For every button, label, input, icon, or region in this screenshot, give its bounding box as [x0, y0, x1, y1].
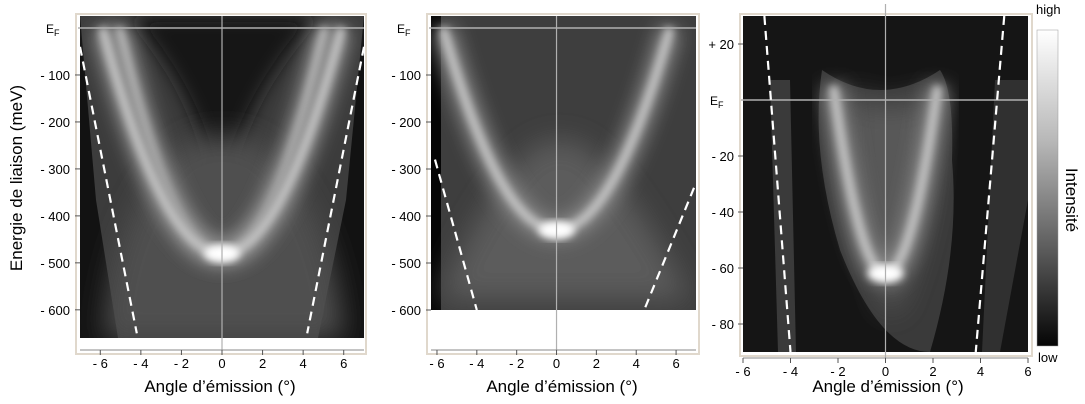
dashed-boundary	[763, 15, 792, 353]
colorbar-gradient	[1036, 29, 1059, 347]
y-tick-label: - 200	[391, 115, 421, 130]
x-tick-label: - 4	[469, 356, 484, 371]
x-tick-label: 4	[633, 356, 640, 371]
y-tick-label: - 600	[391, 303, 421, 318]
panel-3-left-strip	[770, 80, 796, 352]
y-tick-label: - 400	[40, 209, 70, 224]
x-tick-label: - 6	[429, 356, 444, 371]
panel-1: - 6 - 4 - 2 0 2 4 6 - 100 - 200 - 300 - 400 - 500 - …	[40, 13, 367, 371]
fermi-label-subscript: F	[405, 28, 411, 38]
x-axis-label-panel-3: Angle d’émission (°)	[812, 377, 963, 396]
colorbar: high low Intensité	[1036, 2, 1081, 365]
x-axis-label-panel-1: Angle d’émission (°)	[144, 377, 295, 396]
colorbar-low-label: low	[1038, 350, 1058, 365]
x-tick-label: 6	[672, 356, 679, 371]
panel-1-dark-right	[318, 16, 364, 338]
y-tick-label: - 20	[712, 149, 734, 164]
panel-2-axes: - 6 - 4 - 2 0 2 4 6 - 100 - 200 - 300 - 400 - 500 - …	[391, 22, 696, 371]
x-tick-label: 6	[1024, 364, 1031, 379]
fermi-label: EF	[397, 22, 411, 38]
y-tick-label: - 40	[712, 205, 734, 220]
x-tick-label: 2	[593, 356, 600, 371]
panel-1-axes: - 6 - 4 - 2 0 2 4 6 - 100 - 200 - 300 - 400 - 500 - …	[40, 22, 364, 371]
y-axis-label: Energie de liaison (meV)	[7, 85, 26, 271]
x-tick-label: - 4	[783, 364, 798, 379]
fermi-label-subscript: F	[54, 28, 60, 38]
dashed-boundary	[643, 187, 696, 311]
y-tick-label: + 20	[708, 37, 734, 52]
panel-1-dark-inner	[130, 16, 318, 250]
fermi-label: EF	[46, 22, 60, 38]
dashed-boundary	[78, 46, 138, 334]
dashed-boundary	[306, 46, 366, 334]
panel-2: - 6 - 4 - 2 0 2 4 6 - 100 - 200 - 300 - 400 - 500 - …	[391, 13, 700, 371]
dashed-boundary	[433, 159, 478, 311]
dashed-boundary	[974, 15, 1006, 353]
y-tick-label: - 300	[391, 162, 421, 177]
fermi-label: EF	[710, 94, 724, 110]
x-tick-label: - 4	[133, 356, 148, 371]
x-tick-label: - 2	[174, 356, 189, 371]
panel-1-dark-left	[80, 16, 118, 338]
colorbar-high-label: high	[1036, 2, 1061, 17]
x-tick-label: - 2	[509, 356, 524, 371]
y-tick-label: - 600	[40, 303, 70, 318]
x-tick-label: 2	[929, 364, 936, 379]
x-tick-label: 0	[553, 356, 560, 371]
panel-3-overlay	[741, 4, 1028, 358]
x-tick-label: 4	[300, 356, 307, 371]
y-tick-label: - 60	[712, 261, 734, 276]
panel-3-right-strip	[982, 80, 1028, 352]
x-tick-label: 0	[218, 356, 225, 371]
x-tick-label: - 6	[93, 356, 108, 371]
x-tick-label: - 2	[830, 364, 845, 379]
y-tick-label: - 400	[391, 209, 421, 224]
x-tick-label: 2	[259, 356, 266, 371]
x-tick-label: 6	[340, 356, 347, 371]
fermi-label-subscript: F	[718, 100, 724, 110]
y-tick-label: - 500	[40, 256, 70, 271]
x-tick-label: 4	[977, 364, 984, 379]
x-tick-label: - 6	[735, 364, 750, 379]
y-tick-label: - 300	[40, 162, 70, 177]
panel-2-overlay	[429, 16, 696, 350]
panel-2-heatmap	[431, 16, 696, 310]
x-axis-label-panel-2: Angle d’émission (°)	[486, 377, 637, 396]
y-tick-label: - 500	[391, 256, 421, 271]
panel-1-overlay	[78, 16, 366, 350]
y-tick-label: - 200	[40, 115, 70, 130]
colorbar-title: Intensité	[1062, 168, 1081, 232]
y-tick-label: - 80	[712, 317, 734, 332]
y-tick-label: - 100	[40, 68, 70, 83]
y-tick-label: - 100	[391, 68, 421, 83]
x-tick-label: 0	[882, 364, 889, 379]
